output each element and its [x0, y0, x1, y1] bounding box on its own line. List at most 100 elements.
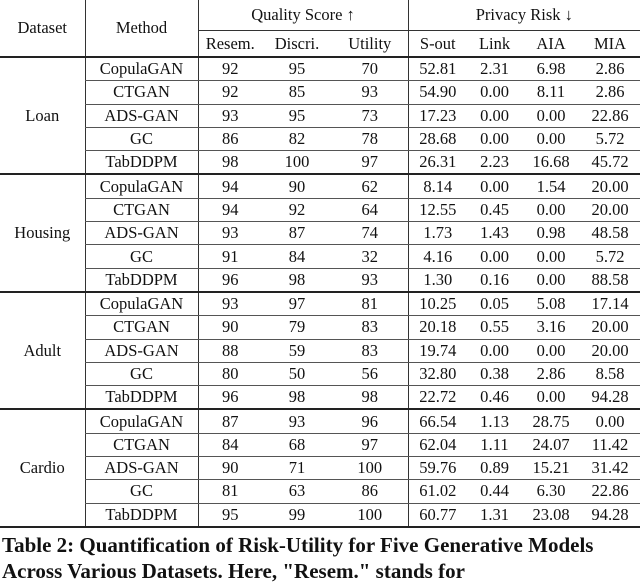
value-cell: 84: [197, 433, 262, 458]
value-cell: 0.98: [522, 221, 581, 246]
value-cell: 15.21: [522, 456, 581, 481]
value-cell: 92: [197, 80, 262, 105]
value-cell: 56: [332, 362, 409, 387]
value-cell: 1.43: [467, 221, 523, 246]
value-cell: 1.30: [407, 268, 468, 293]
value-cell: 2.31: [467, 57, 523, 82]
value-cell: 81: [197, 479, 262, 504]
value-cell: 96: [332, 409, 409, 434]
value-cell: 11.42: [580, 433, 640, 458]
value-cell: 93: [262, 409, 332, 434]
value-cell: 0.00: [467, 174, 523, 199]
method-cell: GC: [84, 362, 198, 387]
table-row: TabDDPM 96 98 98 22.72 0.46 0.00 94.28: [0, 385, 640, 411]
table-row: CTGAN 94 92 64 12.55 0.45 0.00 20.00: [0, 198, 640, 223]
dataset-cell: Adult: [0, 291, 85, 411]
value-cell: 48.58: [580, 221, 640, 246]
value-cell: 66.54: [407, 409, 468, 434]
header-cell: Method: [84, 0, 198, 58]
method-cell: TabDDPM: [84, 503, 198, 528]
value-cell: 0.44: [467, 479, 523, 504]
table-row: Housing CopulaGAN 94 90 62 8.14 0.00 1.54 20.00: [0, 174, 640, 293]
value-cell: 0.16: [467, 268, 523, 293]
value-cell: 98: [262, 268, 332, 293]
method-cell: TabDDPM: [84, 385, 198, 411]
value-cell: 83: [332, 315, 409, 340]
dataset-cell: Loan: [0, 57, 85, 176]
value-cell: 23.08: [522, 503, 581, 528]
table-row: GC 91 84 32 4.16 0.00 0.00 5.72: [0, 244, 640, 269]
value-cell: 74: [332, 221, 409, 246]
value-cell: 6.30: [522, 479, 581, 504]
value-cell: 0.00: [467, 244, 523, 269]
value-cell: 45.72: [580, 150, 640, 176]
table-row: TabDDPM 98 100 97 26.31 2.23 16.68 45.72: [0, 150, 640, 176]
header-cell: Discri.: [262, 30, 332, 58]
value-cell: 94.28: [580, 503, 640, 528]
value-cell: 92: [262, 198, 332, 223]
value-cell: 98: [197, 150, 262, 176]
value-cell: 4.16: [407, 244, 468, 269]
value-cell: 17.23: [407, 104, 468, 128]
header-cell: Dataset: [0, 0, 85, 58]
value-cell: 54.90: [407, 80, 468, 105]
value-cell: 100: [332, 456, 409, 481]
value-cell: 64: [332, 198, 409, 223]
value-cell: 5.08: [522, 291, 581, 317]
value-cell: 5.72: [580, 127, 640, 152]
table-row: CTGAN 92 85 93 54.90 0.00 8.11 2.86: [0, 80, 640, 105]
value-cell: 86: [332, 479, 409, 504]
value-cell: 87: [197, 409, 262, 434]
value-cell: 0.45: [467, 198, 523, 223]
value-cell: 93: [332, 268, 409, 293]
method-cell: CTGAN: [84, 433, 198, 458]
value-cell: 10.25: [407, 291, 468, 317]
value-cell: 32: [332, 244, 409, 269]
value-cell: 59: [262, 339, 332, 363]
table-row: GC 86 82 78 28.68 0.00 0.00 5.72: [0, 127, 640, 152]
value-cell: 8.14: [407, 174, 468, 199]
method-cell: TabDDPM: [84, 150, 198, 176]
value-cell: 95: [197, 503, 262, 528]
method-cell: ADS-GAN: [84, 221, 198, 246]
value-cell: 1.73: [407, 221, 468, 246]
method-cell: CopulaGAN: [84, 57, 198, 82]
value-cell: 50: [262, 362, 332, 387]
value-cell: 90: [262, 174, 332, 199]
value-cell: 28.68: [407, 127, 468, 152]
value-cell: 20.18: [407, 315, 468, 340]
table-row: GC 81 63 86 61.02 0.44 6.30 22.86: [0, 479, 640, 504]
value-cell: 20.00: [580, 315, 640, 340]
value-cell: 81: [332, 291, 409, 317]
header-cell: Link: [467, 30, 523, 58]
value-cell: 100: [262, 150, 332, 176]
table-row: Loan CopulaGAN 92 95 70 52.81 2.31 6.98 2.86: [0, 57, 640, 176]
value-cell: 97: [332, 150, 409, 176]
value-cell: 73: [332, 104, 409, 128]
value-cell: 93: [197, 104, 262, 128]
value-cell: 95: [262, 104, 332, 128]
method-cell: ADS-GAN: [84, 104, 198, 128]
value-cell: 93: [197, 221, 262, 246]
method-cell: CopulaGAN: [84, 409, 198, 434]
header-cell: MIA: [580, 30, 640, 58]
table-row: ADS-GAN 93 87 74 1.73 1.43 0.98 48.58: [0, 221, 640, 246]
value-cell: 20.00: [580, 198, 640, 223]
value-cell: 94.28: [580, 385, 640, 411]
value-cell: 90: [197, 315, 262, 340]
value-cell: 2.86: [580, 80, 640, 105]
value-cell: 8.11: [522, 80, 581, 105]
header-cell: Quality Score ↑: [197, 0, 409, 31]
value-cell: 0.00: [522, 198, 581, 223]
header-cell: Resem.: [197, 30, 262, 58]
value-cell: 93: [197, 291, 262, 317]
table-row: TabDDPM 96 98 93 1.30 0.16 0.00 88.58: [0, 268, 640, 293]
value-cell: 87: [262, 221, 332, 246]
value-cell: 22.72: [407, 385, 468, 411]
value-cell: 71: [262, 456, 332, 481]
value-cell: 95: [262, 57, 332, 82]
value-cell: 94: [197, 174, 262, 199]
value-cell: 8.58: [580, 362, 640, 387]
value-cell: 0.00: [522, 104, 581, 128]
value-cell: 24.07: [522, 433, 581, 458]
